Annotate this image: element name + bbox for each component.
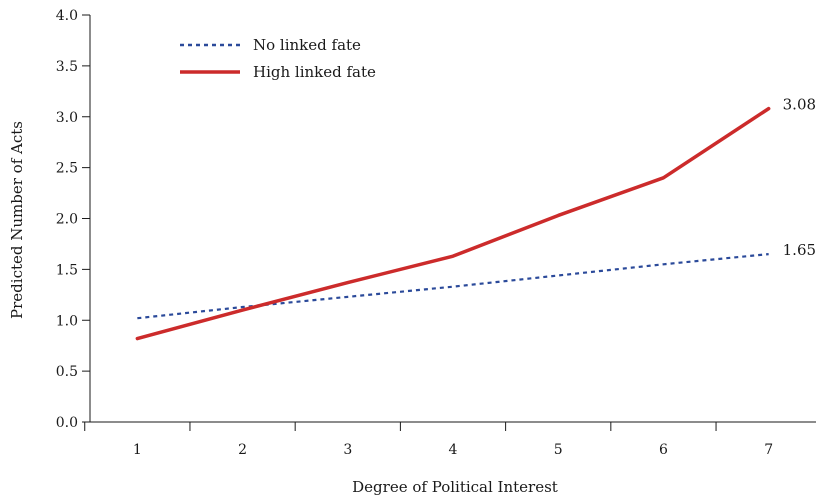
data-point-high-linked-fate <box>241 309 243 311</box>
y-tick-label: 4.0 <box>56 8 78 24</box>
y-axis: 0.0 0.5 1.0 1.5 2.0 2.5 3.0 3.5 4.0 <box>56 8 91 431</box>
y-tick-label: 3.5 <box>56 59 78 75</box>
y-tick-label: 1.5 <box>56 262 78 278</box>
data-point-no-linked-fate <box>241 306 243 308</box>
x-tick-label: 1 <box>133 442 142 458</box>
data-point-no-linked-fate <box>662 263 664 265</box>
x-tick-label: 6 <box>659 442 668 458</box>
x-tick-label: 4 <box>449 442 458 458</box>
y-tick-label: 2.0 <box>56 212 78 228</box>
legend-label-high-linked-fate: High linked fate <box>253 63 376 81</box>
y-ticks: 0.0 0.5 1.0 1.5 2.0 2.5 3.0 3.5 4.0 <box>56 8 90 431</box>
series-line-no-linked-fate <box>137 253 769 320</box>
data-point-no-linked-fate <box>557 274 559 276</box>
x-tick-label: 5 <box>554 442 563 458</box>
y-tick-label: 0.5 <box>56 364 78 380</box>
x-axis-title: Degree of Political Interest <box>352 478 558 496</box>
data-point-no-linked-fate <box>452 285 454 287</box>
data-point-high-linked-fate <box>452 255 454 257</box>
data-point-high-linked-fate <box>767 107 769 109</box>
data-point-high-linked-fate <box>136 337 138 339</box>
data-point-no-linked-fate <box>347 296 349 298</box>
y-tick-label: 3.0 <box>56 110 78 126</box>
y-tick-label: 0.0 <box>56 415 78 431</box>
legend-label-no-linked-fate: No linked fate <box>253 36 361 54</box>
legend: No linked fate High linked fate <box>180 36 376 81</box>
y-tick-label: 1.0 <box>56 313 78 329</box>
data-point-high-linked-fate <box>557 214 559 216</box>
y-axis-title: Predicted Number of Acts <box>8 121 26 319</box>
series-line-high-linked-fate <box>135 106 771 341</box>
x-tick-label: 3 <box>343 442 352 458</box>
x-tick-label: 7 <box>764 442 773 458</box>
data-point-no-linked-fate <box>767 253 769 255</box>
x-tick-label: 2 <box>238 442 247 458</box>
end-value-label-no-linked-fate: 1.65 <box>783 241 816 259</box>
x-ticks: 1 2 3 4 5 6 7 <box>84 422 773 458</box>
data-point-high-linked-fate <box>662 177 664 179</box>
y-tick-label: 2.5 <box>56 161 78 177</box>
x-axis: 1 2 3 4 5 6 7 <box>84 421 816 458</box>
end-value-label-high-linked-fate: 3.08 <box>783 96 816 114</box>
series-layer: 1.65 3.08 <box>135 96 816 341</box>
data-point-high-linked-fate <box>347 281 349 283</box>
data-point-no-linked-fate <box>136 317 138 319</box>
